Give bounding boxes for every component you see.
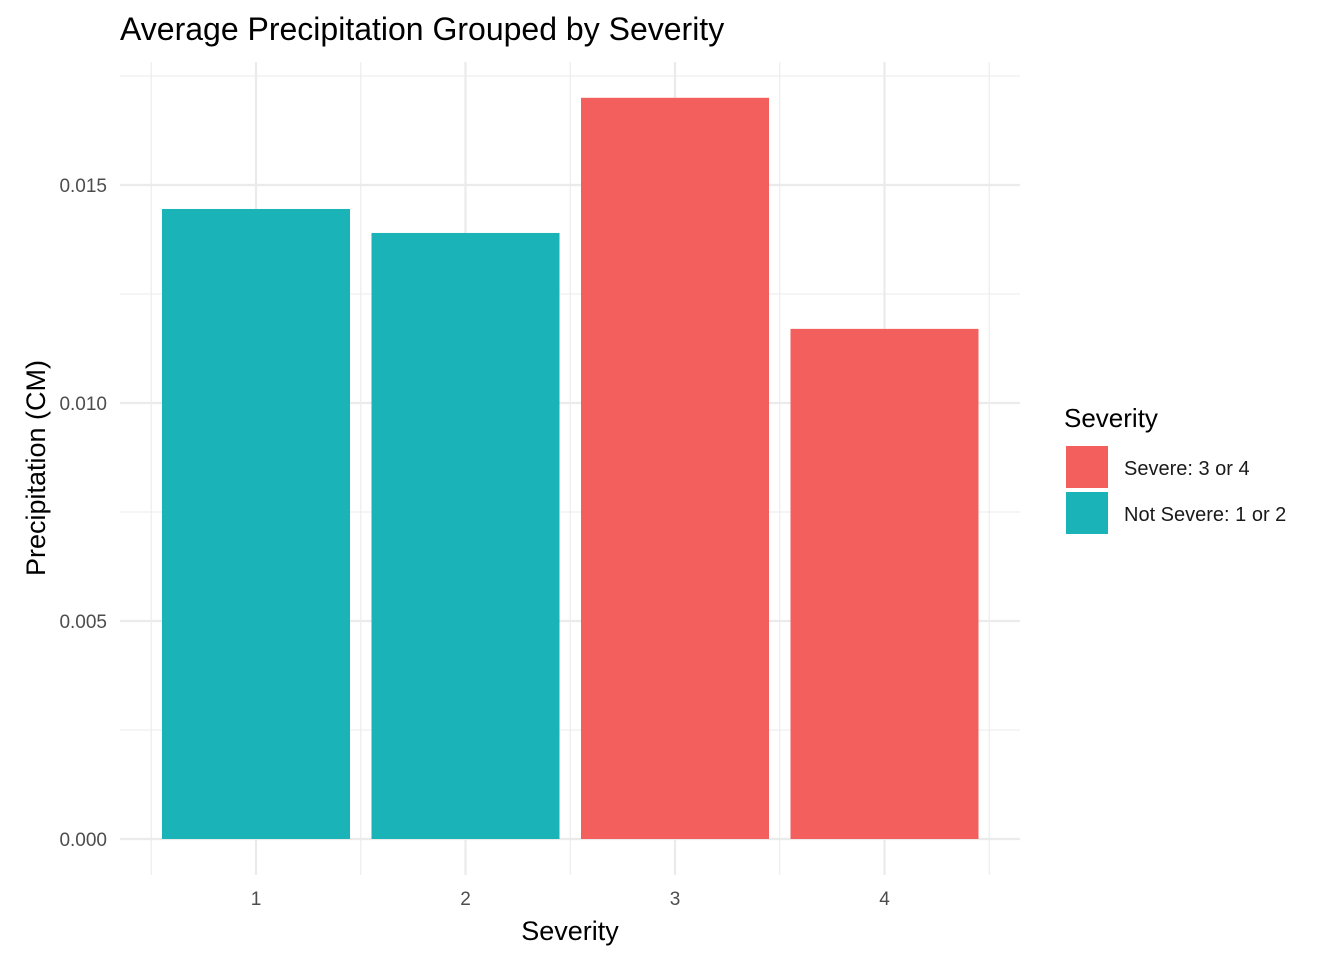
x-tick-label: 2 (460, 889, 471, 910)
y-tick-label: 0.015 (59, 176, 107, 197)
x-tick-label: 4 (879, 889, 890, 910)
y-axis-title: Precipitation (CM) (21, 360, 51, 576)
y-tick-label: 0.005 (59, 612, 107, 633)
bar-3 (581, 97, 769, 840)
y-tick-label: 0.000 (59, 830, 107, 851)
chart-title: Average Precipitation Grouped by Severit… (120, 11, 724, 47)
bar-2 (371, 232, 560, 839)
legend-title: Severity (1064, 403, 1158, 433)
bars (162, 97, 979, 840)
legend-key (1066, 446, 1108, 488)
bar-4 (790, 328, 979, 839)
legend-key (1066, 492, 1108, 534)
legend-label: Severe: 3 or 4 (1124, 458, 1250, 480)
y-tick-label: 0.010 (59, 394, 107, 415)
x-tick-label: 1 (251, 889, 262, 910)
bar-1 (162, 208, 350, 840)
x-axis-title: Severity (521, 916, 619, 946)
legend-label: Not Severe: 1 or 2 (1124, 504, 1286, 526)
legend: Severity Severe: 3 or 4 Not Severe: 1 or … (1064, 403, 1286, 534)
x-axis-ticks: 1 2 3 4 (251, 889, 891, 910)
x-tick-label: 3 (670, 889, 681, 910)
y-axis-ticks: 0.000 0.005 0.010 0.015 (59, 176, 107, 851)
